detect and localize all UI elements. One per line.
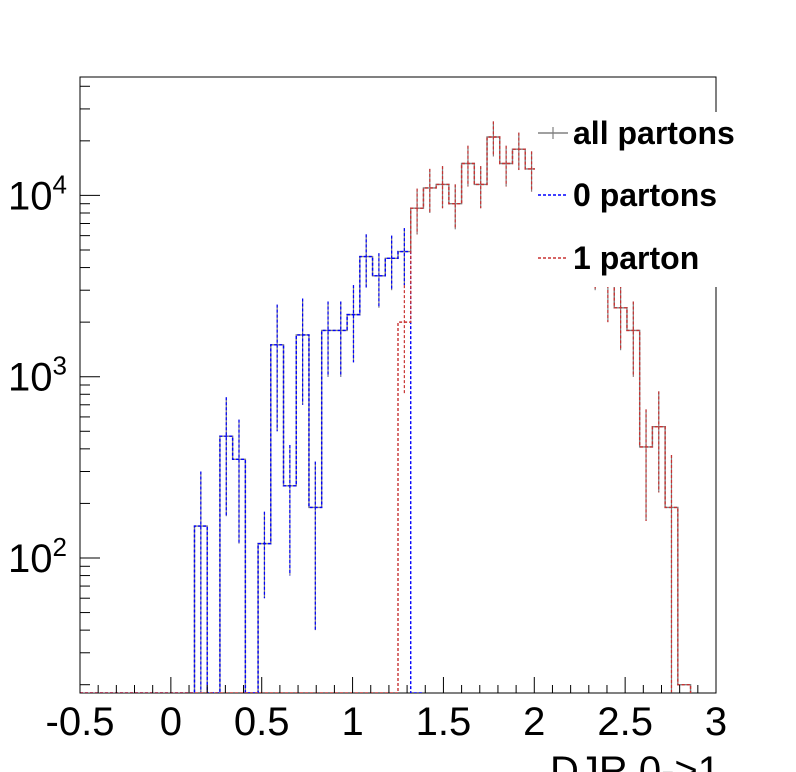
legend-label: 1 parton [573,240,699,276]
legend-label: 0 partons [573,177,717,213]
series-outline [80,250,424,693]
y-tick-label: 102 [8,532,67,581]
x-tick-label: 3 [705,700,727,744]
legend-mask [535,112,735,287]
y-tick-label: 104 [8,169,67,218]
legend: all partons 0 partons 1 parton [538,115,735,276]
axis-layer: -0.5 0 0.5 1 1.5 2 2.5 3 102 103 104 [8,85,727,744]
x-tick-label: 1.5 [416,700,472,744]
series-layer [80,121,692,693]
y-tick-label: 103 [8,351,67,400]
x-tick-label: 2 [523,700,545,744]
x-tick-label: 0 [160,700,182,744]
x-axis-title: DJR 0->1 [550,749,720,772]
series-outline [80,136,692,693]
x-tick-label: 0.5 [234,700,290,744]
x-tick-label: 2.5 [597,700,653,744]
x-tick-label: -0.5 [46,700,115,744]
x-tick-label: 1 [341,700,363,744]
series-0-partons [80,228,424,693]
legend-label: all partons [573,115,735,151]
